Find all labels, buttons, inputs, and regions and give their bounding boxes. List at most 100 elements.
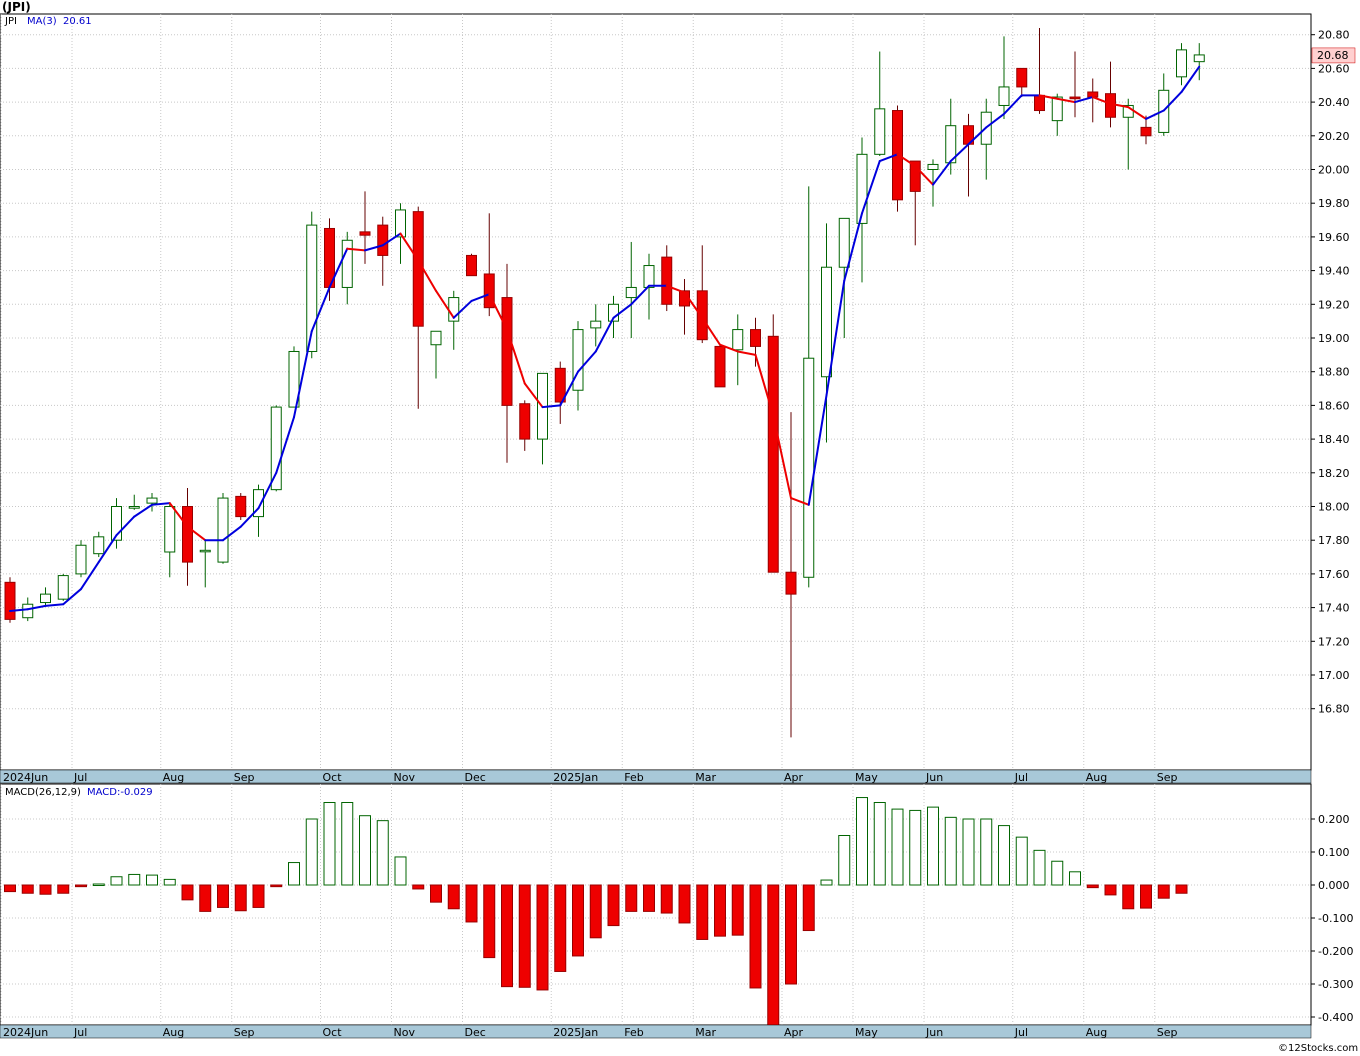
macd-bar-negative <box>714 884 726 937</box>
price-y-tick-label: 19.00 <box>1318 332 1350 345</box>
macd-bar-positive <box>962 818 975 886</box>
candle-up <box>40 593 51 604</box>
price-y-tick-label: 20.20 <box>1318 130 1350 143</box>
candle-up <box>199 549 211 553</box>
candle-up <box>803 357 815 578</box>
candle-up <box>288 350 300 408</box>
macd-bar-negative <box>625 884 638 912</box>
macd-bar-negative <box>252 884 265 908</box>
macd-bar-negative <box>465 884 478 923</box>
price-y-tick-label: 17.60 <box>1318 568 1350 581</box>
candle-up <box>306 224 318 352</box>
candle-up <box>927 163 939 171</box>
price-y-tick-label: 19.80 <box>1318 197 1350 210</box>
macd-bar-negative <box>39 884 52 895</box>
macd-bar-positive <box>856 797 868 886</box>
price-x-tick-label: Jul <box>73 771 87 784</box>
macd-x-tick-label: Jul <box>1014 1026 1028 1039</box>
ma-segment <box>222 525 242 542</box>
candle-down <box>501 297 513 406</box>
candle-up <box>270 406 282 491</box>
price-y-tick-label: 17.00 <box>1318 669 1350 682</box>
macd-bar-negative <box>678 884 691 924</box>
macd-x-tick-label: Apr <box>784 1026 804 1039</box>
macd-bar-positive <box>998 825 1010 886</box>
candle-up <box>164 506 176 553</box>
price-y-tick-label: 18.60 <box>1318 399 1350 412</box>
macd-x-tick-label: Sep <box>234 1026 255 1039</box>
macd-bar-positive <box>92 883 105 887</box>
ma-segment <box>1109 102 1130 109</box>
macd-bar-negative <box>1122 884 1135 910</box>
ma-segment <box>26 604 47 611</box>
macd-x-tick-label: May <box>855 1026 878 1039</box>
ma-segment <box>754 353 775 417</box>
candle-down <box>1016 67 1028 88</box>
macd-bar-positive <box>1069 871 1081 886</box>
ma-segment <box>612 303 633 319</box>
ma-segment <box>80 561 100 591</box>
macd-bar-negative <box>181 884 194 901</box>
ma-segment <box>62 588 82 606</box>
macd-bar-negative <box>483 884 496 959</box>
candle-down <box>483 273 495 309</box>
price-y-tick-label: 18.20 <box>1318 467 1350 480</box>
ma-segment <box>1038 94 1059 100</box>
candle-down <box>554 367 566 403</box>
macd-bar-negative <box>554 884 567 972</box>
macd-bar-negative <box>536 884 549 991</box>
price-panel-frame <box>0 13 1312 771</box>
ma-segment <box>506 328 526 385</box>
ma-segment <box>1162 90 1183 112</box>
macd-x-tick-label: Aug <box>1086 1026 1107 1039</box>
candle-down <box>750 329 761 347</box>
ma-segment <box>186 525 207 542</box>
last-price-tag: 20.68 <box>1311 47 1356 64</box>
ma-line <box>9 65 1201 612</box>
macd-bar-negative <box>21 884 34 894</box>
price-x-tick-label: Sep <box>234 771 255 784</box>
ma-segment <box>488 293 508 331</box>
price-x-tick-label: 2025Jan <box>553 771 598 784</box>
candle-down <box>785 571 797 595</box>
price-x-tick-label: Jul <box>1014 771 1028 784</box>
macd-y-tick-label: 0.000 <box>1318 879 1350 892</box>
price-y-tick-label: 17.20 <box>1318 635 1350 648</box>
ma-segment <box>275 416 295 474</box>
candle-up <box>111 506 122 541</box>
candle-down <box>519 403 531 440</box>
price-y-tick-label: 19.60 <box>1318 231 1350 244</box>
macd-legend-label: MACD(26,12,9) <box>5 787 81 798</box>
ma-segment <box>772 414 792 500</box>
price-x-axis: 2024Jun Jul Aug Sep Oct Nov Dec 2025Jan Feb Mar Ap… <box>3 771 1178 784</box>
macd-bar-positive <box>944 816 957 886</box>
candle-up <box>430 330 442 346</box>
ma-segment <box>1003 94 1023 115</box>
candle-up <box>1051 96 1063 122</box>
ma-segment <box>949 143 970 163</box>
price-y-tick-label: 20.40 <box>1318 96 1350 109</box>
candle-down <box>1105 93 1116 118</box>
ma-segment <box>1056 97 1076 104</box>
ma-segment <box>293 330 313 419</box>
ma-segment <box>310 286 331 333</box>
macd-x-tick-label: Jul <box>73 1026 87 1039</box>
footer-credit: ©12Stocks.com <box>1278 1043 1358 1054</box>
ma-segment <box>1074 96 1094 104</box>
macd-y-tick-label: 0.200 <box>1318 813 1350 826</box>
macd-bar-positive <box>927 806 939 886</box>
macd-bar-negative <box>75 884 87 888</box>
macd-y-tick-label: -0.400 <box>1318 1011 1353 1024</box>
price-x-tick-label: Dec <box>465 771 486 784</box>
macd-x-axis-band <box>0 1024 1312 1039</box>
ma-segment <box>97 534 118 564</box>
macd-x-tick-label: Nov <box>394 1026 416 1039</box>
macd-bar-negative <box>767 884 780 1029</box>
candle-up <box>75 544 87 575</box>
price-y-tick-label: 19.20 <box>1318 298 1350 311</box>
candle-up <box>217 497 229 563</box>
ma-segment <box>967 126 988 146</box>
macd-x-tick-label: 2024Jun <box>3 1026 48 1039</box>
macd-bar-positive <box>1033 849 1046 886</box>
